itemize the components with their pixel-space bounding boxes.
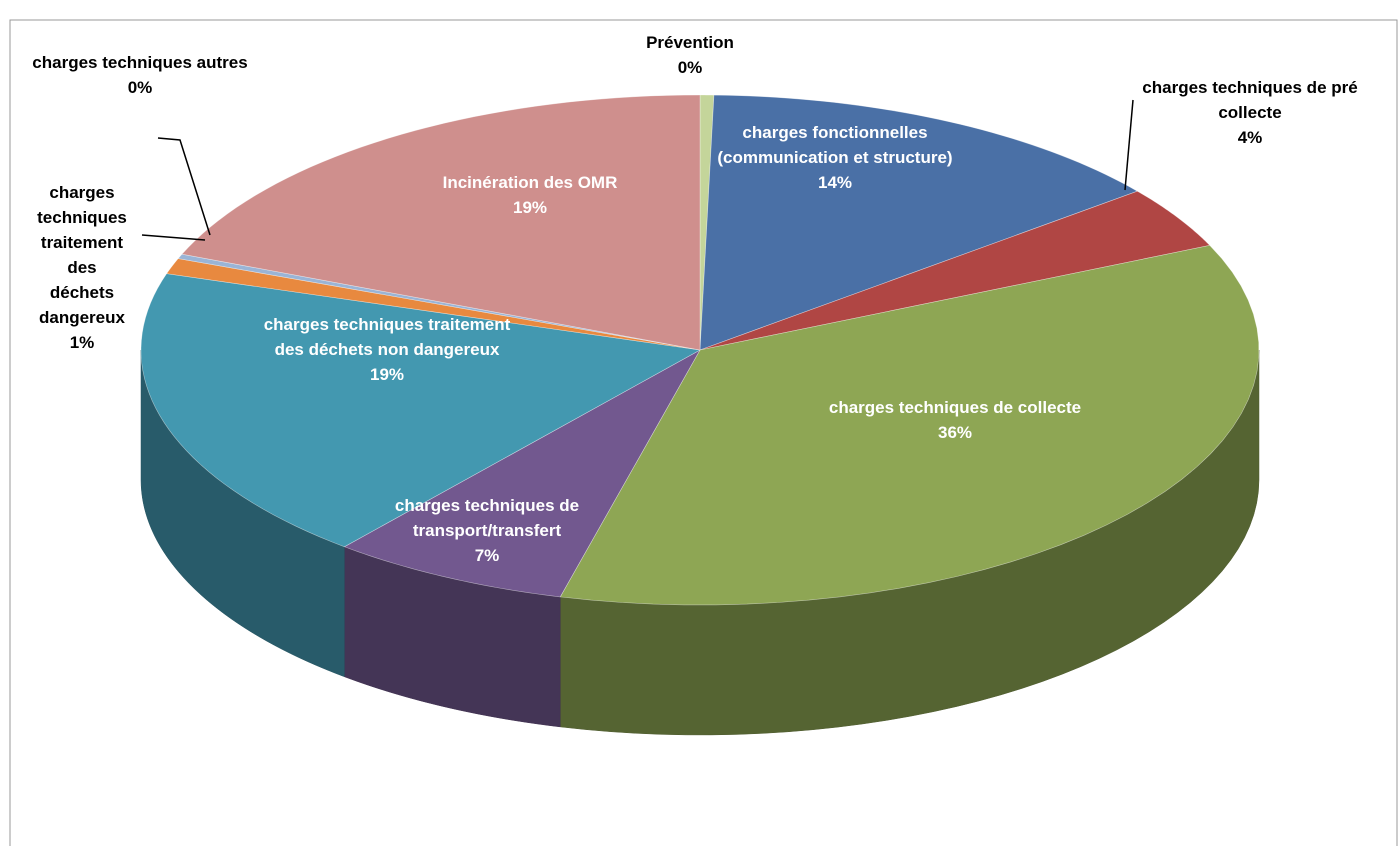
pie-sides xyxy=(140,349,1260,736)
value-label: 14% xyxy=(817,173,853,192)
value-label: 1% xyxy=(69,333,95,352)
category-label: Incinération des OMR xyxy=(442,173,618,192)
slice xyxy=(699,190,1211,351)
data-label: charges techniques de pré collecte 4% xyxy=(1115,75,1385,150)
category-label: charges techniques autres xyxy=(32,53,248,72)
leader-line xyxy=(141,234,206,241)
value-label: 0% xyxy=(127,78,153,97)
slice xyxy=(140,273,701,548)
data-label: charges techniques de transport/transfer… xyxy=(337,493,637,568)
slice xyxy=(181,94,701,351)
value-label: 4% xyxy=(1237,128,1263,147)
value-label: 0% xyxy=(677,58,703,77)
data-label: Incinération des OMR 19% xyxy=(380,170,680,220)
slice xyxy=(559,245,1260,606)
pie-tops xyxy=(140,94,1260,606)
category-label: charges techniques de transport/transfer… xyxy=(394,496,580,540)
category-label: charges techniques traitement des déchet… xyxy=(37,183,127,327)
data-label: Prévention 0% xyxy=(590,30,790,80)
category-label: charges techniques de pré collecte xyxy=(1142,78,1358,122)
value-label: 19% xyxy=(512,198,548,217)
value-label: 19% xyxy=(369,365,405,384)
category-label: Prévention xyxy=(646,33,734,52)
data-label: charges techniques de collecte 36% xyxy=(815,395,1095,445)
pie xyxy=(140,94,1260,736)
category-label: charges techniques de collecte xyxy=(828,398,1082,417)
data-label: charges techniques traitement des déchet… xyxy=(257,312,517,387)
data-label: charges techniques traitement des déchet… xyxy=(33,180,131,355)
category-label: charges techniques traitement des déchet… xyxy=(263,315,511,359)
value-label: 7% xyxy=(474,546,500,565)
leader-line xyxy=(1124,99,1134,191)
data-label: charges fonctionnelles (communication et… xyxy=(705,120,965,195)
leader-line xyxy=(157,137,211,236)
slice xyxy=(166,258,701,351)
category-label: charges fonctionnelles (communication et… xyxy=(717,123,953,167)
value-label: 36% xyxy=(937,423,973,442)
slice xyxy=(343,349,701,598)
data-label: charges techniques autres 0% xyxy=(20,50,260,100)
slice xyxy=(699,94,1139,351)
